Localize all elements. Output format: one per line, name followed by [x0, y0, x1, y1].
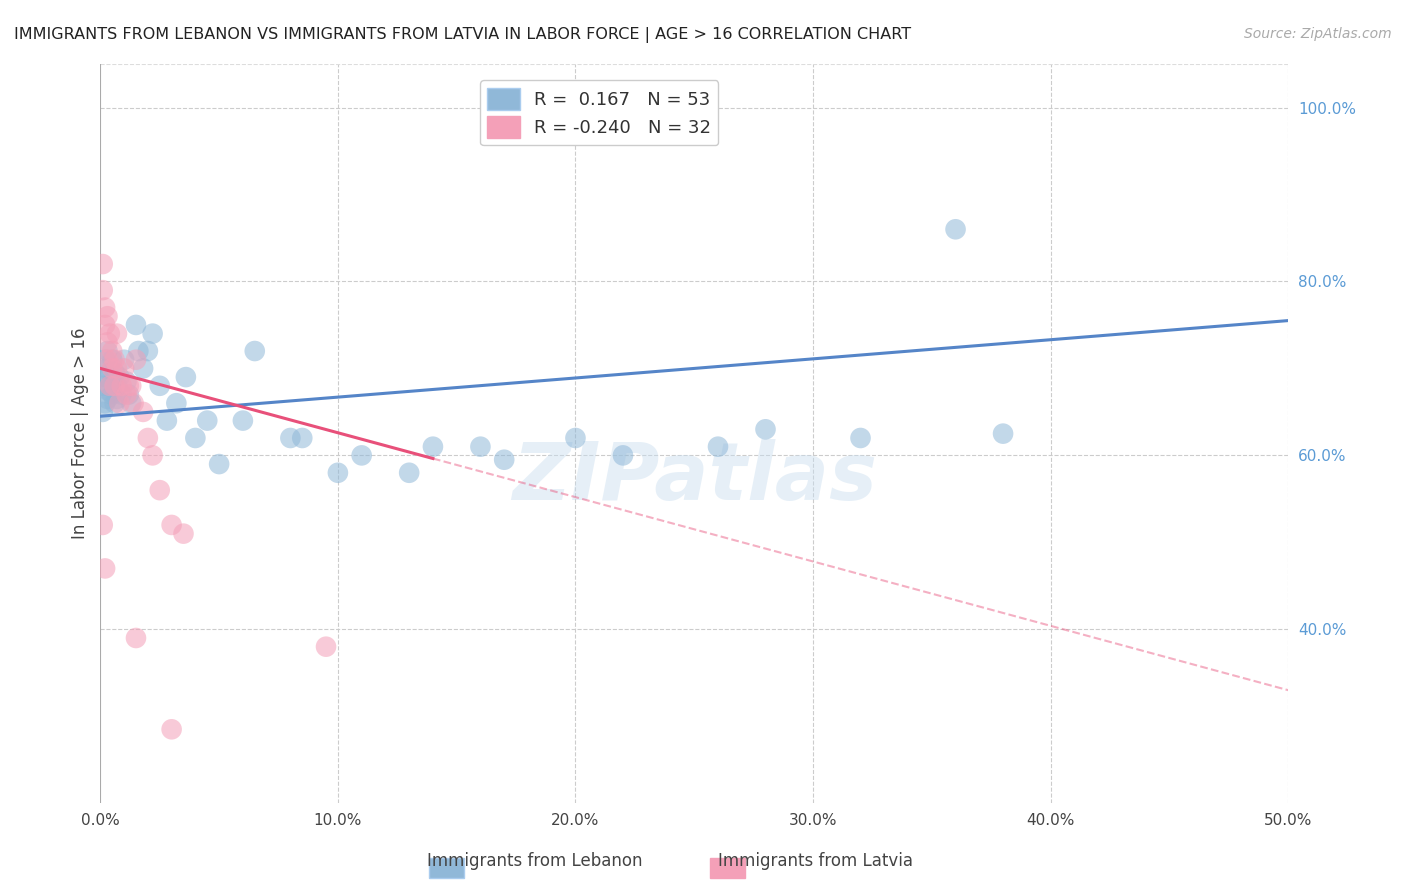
Point — [174, 370, 197, 384]
Point — [112, 361, 135, 376]
Point — [326, 466, 349, 480]
Point — [125, 352, 148, 367]
Point — [96, 352, 118, 367]
Point — [91, 257, 114, 271]
Point — [149, 379, 172, 393]
Point — [112, 352, 135, 367]
Point — [111, 387, 134, 401]
Point — [494, 452, 516, 467]
Point — [96, 344, 118, 359]
Point — [243, 344, 266, 359]
Point — [94, 301, 117, 315]
Point — [136, 344, 159, 359]
Text: Immigrants from Lebanon: Immigrants from Lebanon — [426, 852, 643, 870]
Point — [105, 379, 128, 393]
Point — [98, 379, 121, 393]
Point — [280, 431, 302, 445]
Point — [991, 426, 1014, 441]
Point — [91, 379, 114, 393]
Text: ZIPatlas: ZIPatlas — [512, 439, 877, 517]
Point — [142, 449, 165, 463]
Point — [105, 361, 128, 376]
Point — [101, 344, 124, 359]
Point — [118, 387, 141, 401]
Point — [105, 392, 128, 406]
Point — [104, 352, 127, 367]
Point — [115, 387, 138, 401]
Point — [125, 631, 148, 645]
Point — [136, 431, 159, 445]
Point — [707, 440, 730, 454]
Y-axis label: In Labor Force | Age > 16: In Labor Force | Age > 16 — [72, 328, 89, 540]
Point — [96, 383, 118, 397]
Point — [142, 326, 165, 341]
Point — [94, 352, 117, 367]
Point — [398, 466, 420, 480]
Point — [96, 310, 118, 324]
Point — [120, 379, 142, 393]
Point — [98, 366, 121, 380]
Point — [118, 379, 141, 393]
Point — [104, 379, 127, 393]
Point — [945, 222, 967, 236]
Legend: R =  0.167   N = 53, R = -0.240   N = 32: R = 0.167 N = 53, R = -0.240 N = 32 — [479, 80, 718, 145]
Point — [132, 361, 155, 376]
Point — [291, 431, 314, 445]
Point — [101, 361, 124, 376]
Point — [120, 396, 142, 410]
Point — [173, 526, 195, 541]
Point — [108, 370, 131, 384]
Point — [94, 561, 117, 575]
Text: Source: ZipAtlas.com: Source: ZipAtlas.com — [1244, 27, 1392, 41]
Point — [108, 396, 131, 410]
Point — [195, 414, 218, 428]
Point — [754, 422, 776, 436]
Point — [470, 440, 492, 454]
Point — [315, 640, 337, 654]
Point — [149, 483, 172, 498]
Point — [184, 431, 207, 445]
Point — [122, 396, 145, 410]
Point — [94, 396, 117, 410]
Point — [98, 379, 121, 393]
Point — [115, 375, 138, 389]
Point — [96, 361, 118, 376]
Point — [104, 366, 127, 380]
Point — [104, 396, 127, 410]
Point — [208, 457, 231, 471]
Text: Immigrants from Latvia: Immigrants from Latvia — [718, 852, 912, 870]
Point — [132, 405, 155, 419]
Point — [105, 326, 128, 341]
Point — [91, 283, 114, 297]
Point — [165, 396, 187, 410]
Point — [564, 431, 586, 445]
Point — [612, 449, 634, 463]
Point — [350, 449, 373, 463]
Point — [127, 344, 149, 359]
Point — [232, 414, 254, 428]
Point — [101, 352, 124, 367]
Point — [98, 326, 121, 341]
Point — [91, 405, 114, 419]
Point — [101, 387, 124, 401]
Point — [94, 318, 117, 332]
Point — [111, 379, 134, 393]
Point — [849, 431, 872, 445]
Point — [94, 370, 117, 384]
Point — [125, 318, 148, 332]
Point — [156, 414, 179, 428]
Point — [96, 335, 118, 350]
Point — [96, 392, 118, 406]
Point — [91, 518, 114, 533]
Point — [160, 723, 183, 737]
Text: IMMIGRANTS FROM LEBANON VS IMMIGRANTS FROM LATVIA IN LABOR FORCE | AGE > 16 CORR: IMMIGRANTS FROM LEBANON VS IMMIGRANTS FR… — [14, 27, 911, 43]
Point — [422, 440, 444, 454]
Point — [160, 518, 183, 533]
